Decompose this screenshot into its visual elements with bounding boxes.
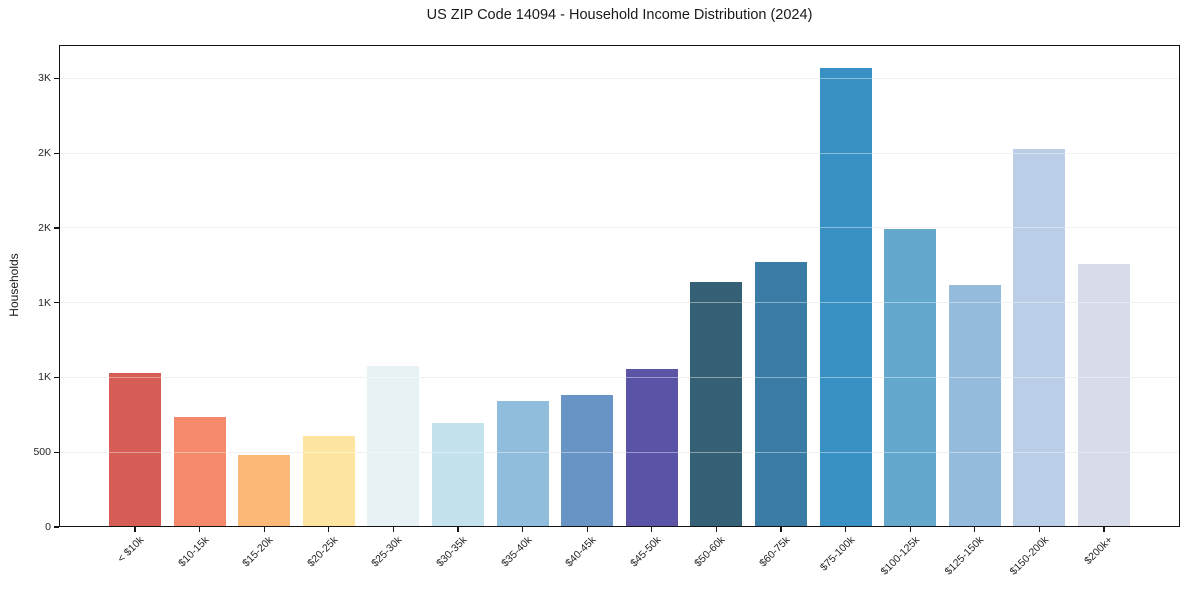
bar bbox=[1078, 263, 1130, 527]
x-axis-tick bbox=[909, 527, 911, 532]
bar bbox=[755, 261, 807, 527]
x-tick-label: $150-200k bbox=[1007, 534, 1051, 578]
x-axis-tick bbox=[198, 527, 201, 532]
x-axis-tick bbox=[457, 527, 459, 532]
bar bbox=[1013, 148, 1066, 527]
x-axis-tick bbox=[1038, 527, 1041, 532]
x-tick-label: $25-30k bbox=[369, 534, 405, 570]
x-axis-tick bbox=[263, 527, 265, 532]
gridline bbox=[59, 302, 1180, 304]
y-tick-label: 3K bbox=[38, 72, 51, 85]
x-axis-tick bbox=[651, 527, 653, 532]
y-axis-tick bbox=[54, 152, 59, 154]
y-tick-label: 500 bbox=[33, 446, 51, 459]
x-tick-label: $45-50k bbox=[627, 534, 664, 570]
bar bbox=[690, 281, 743, 527]
x-tick-label: $20-25k bbox=[304, 534, 341, 570]
x-tick-label: $100-125k bbox=[878, 534, 922, 578]
bar bbox=[561, 394, 614, 527]
y-tick-label: 0 bbox=[45, 521, 51, 533]
gridline bbox=[59, 376, 1180, 378]
gridline-overlay bbox=[59, 77, 1180, 79]
y-tick-label: 1K bbox=[38, 371, 51, 384]
gridline bbox=[59, 451, 1180, 453]
x-tick-label: $60-75k bbox=[757, 534, 793, 570]
gridline-overlay bbox=[59, 302, 1180, 304]
x-axis-tick bbox=[586, 527, 588, 532]
bar bbox=[109, 373, 161, 527]
plot-area-border bbox=[59, 45, 1180, 527]
x-axis-tick bbox=[392, 527, 395, 532]
y-axis-tick bbox=[54, 451, 59, 453]
x-tick-label: $200k+ bbox=[1082, 534, 1116, 568]
x-tick-label: $40-45k bbox=[563, 534, 599, 570]
y-axis-tick bbox=[54, 376, 59, 379]
bar bbox=[819, 68, 872, 527]
chart-title: US ZIP Code 14094 - Household Income Dis… bbox=[426, 7, 813, 23]
y-axis-tick bbox=[54, 77, 59, 80]
y-tick-label: 1K bbox=[38, 296, 51, 309]
gridline bbox=[59, 227, 1180, 229]
x-axis-tick bbox=[974, 527, 976, 532]
x-tick-label: $10-15k bbox=[175, 534, 212, 570]
x-axis-tick bbox=[521, 527, 524, 532]
y-tick-label: 2K bbox=[38, 221, 51, 234]
bar bbox=[884, 229, 937, 527]
gridline-overlay bbox=[59, 152, 1180, 154]
x-axis-tick bbox=[134, 527, 136, 532]
bar bbox=[367, 365, 420, 527]
x-axis-tick bbox=[1103, 527, 1105, 532]
x-axis-tick bbox=[844, 527, 847, 532]
x-tick-label: $15-20k bbox=[240, 534, 276, 570]
bar bbox=[432, 423, 484, 527]
gridline-overlay bbox=[59, 376, 1180, 378]
y-axis-tick bbox=[54, 227, 59, 229]
x-axis-tick bbox=[328, 527, 330, 532]
y-axis-tick bbox=[54, 302, 59, 304]
x-axis-tick bbox=[780, 527, 782, 532]
gridline bbox=[59, 152, 1180, 154]
x-tick-label: $75-100k bbox=[817, 534, 858, 574]
x-axis-tick bbox=[715, 527, 718, 532]
bar bbox=[625, 369, 678, 527]
bar bbox=[496, 400, 549, 527]
x-tick-label: $125-150k bbox=[942, 534, 987, 578]
bar bbox=[238, 455, 291, 527]
y-tick-label: 2K bbox=[38, 147, 51, 160]
bar bbox=[948, 284, 1001, 527]
y-axis-label: Households bbox=[7, 253, 21, 317]
bar bbox=[173, 417, 226, 527]
x-tick-label: $35-40k bbox=[498, 534, 535, 570]
x-tick-label: $50-60k bbox=[692, 534, 728, 570]
gridline-overlay bbox=[59, 451, 1180, 453]
y-axis-tick bbox=[54, 526, 59, 528]
gridline bbox=[59, 77, 1180, 79]
x-tick-label: $30-35k bbox=[434, 534, 470, 570]
bar bbox=[302, 435, 355, 527]
x-tick-label: < $10k bbox=[115, 534, 147, 565]
gridline-overlay bbox=[59, 227, 1180, 229]
